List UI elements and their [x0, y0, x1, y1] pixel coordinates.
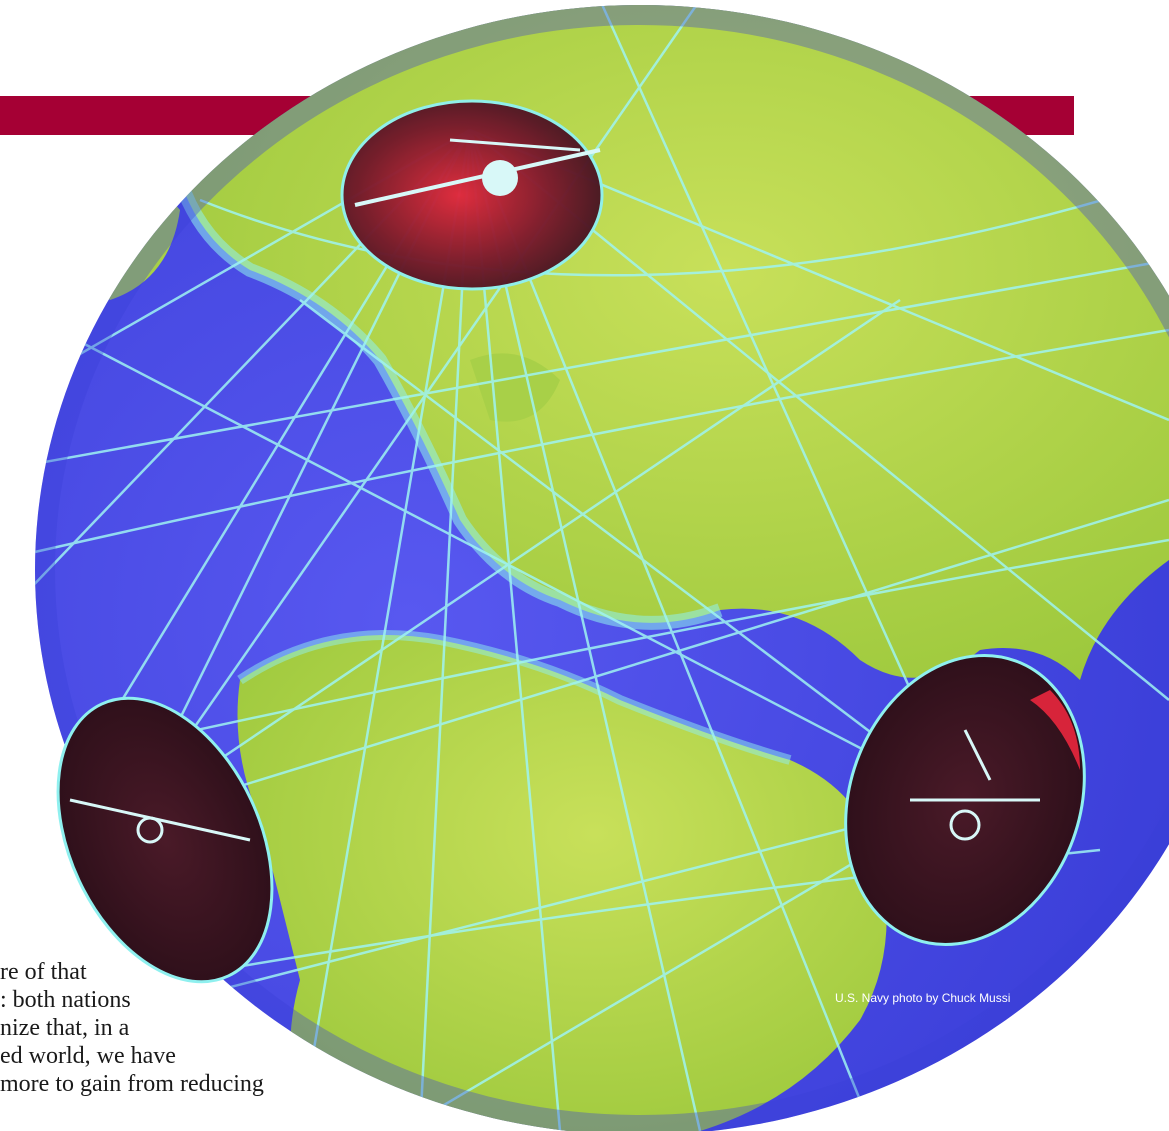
photo-credit: U.S. Navy photo by Chuck Mussi [835, 991, 1010, 1005]
satellite-dish-icon [342, 101, 602, 289]
